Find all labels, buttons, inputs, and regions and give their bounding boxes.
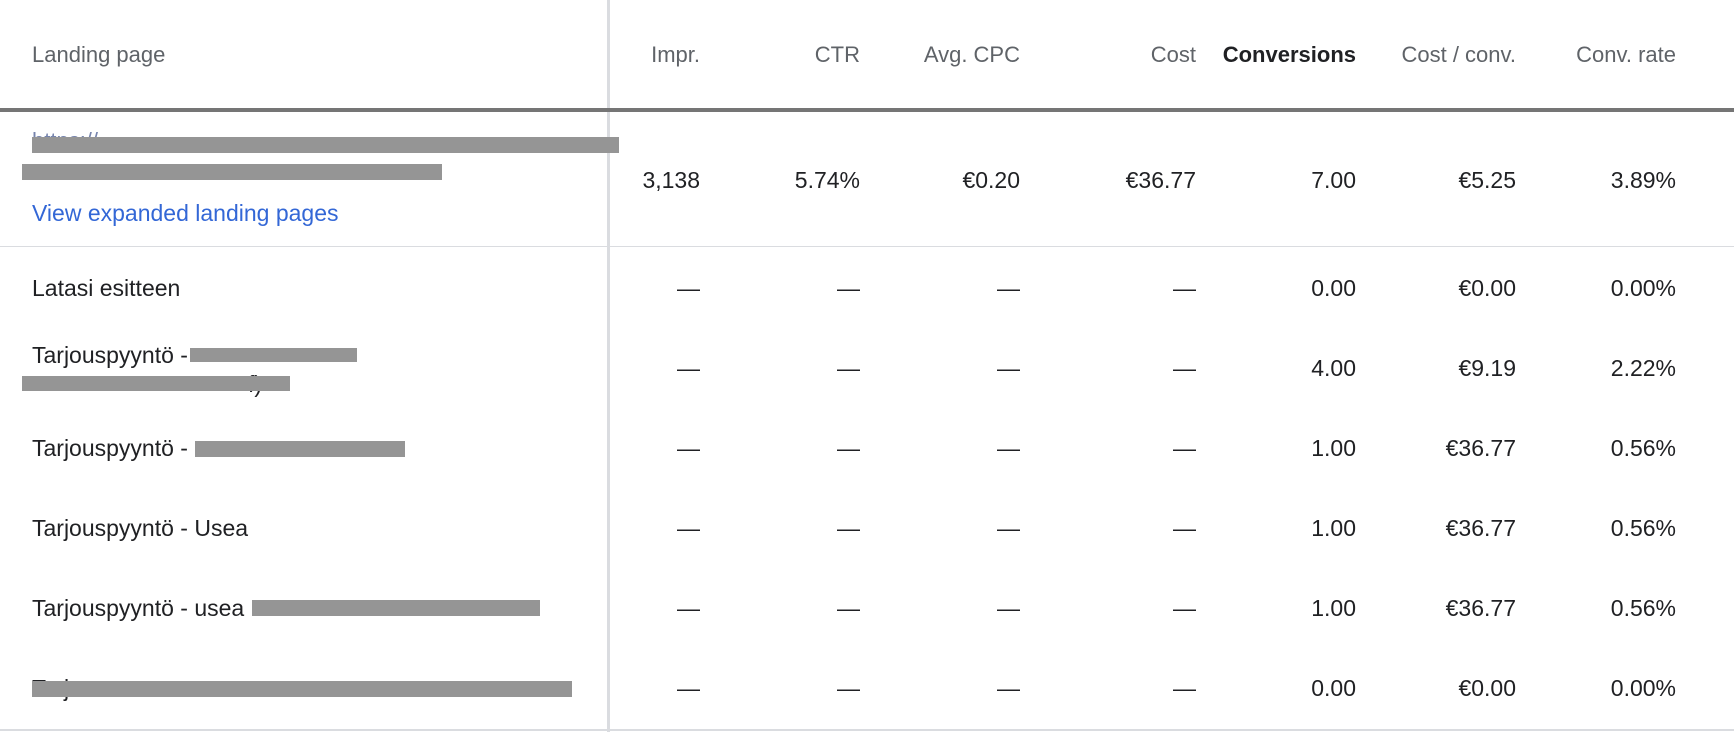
cell-cost-per-conv: €0.00	[1458, 674, 1516, 701]
header-cost-per-conv[interactable]: Cost / conv.	[1401, 42, 1516, 67]
cell-cost: —	[1173, 434, 1196, 461]
header-impr[interactable]: Impr.	[651, 42, 700, 67]
cell-ctr: —	[837, 594, 860, 621]
view-expanded-landing-pages-link[interactable]: View expanded landing pages	[32, 200, 339, 226]
cell-impr: —	[677, 354, 700, 381]
header-divider	[0, 108, 1734, 112]
cell-impr: —	[677, 594, 700, 621]
cell-ctr: —	[837, 274, 860, 301]
cell-conversions: 1.00	[1311, 434, 1356, 461]
header-landing-page[interactable]: Landing page	[32, 42, 166, 67]
redaction-bar	[195, 441, 405, 457]
bottom-divider	[0, 729, 1734, 731]
cell-conv-rate: 3.89%	[1610, 166, 1676, 193]
cell-cost-per-conv: €36.77	[1445, 434, 1516, 461]
cell-avg-cpc: —	[997, 594, 1020, 621]
cell-avg-cpc: —	[997, 354, 1020, 381]
cell-avg-cpc: —	[997, 674, 1020, 701]
redaction-bar	[32, 681, 572, 697]
row-label: Tarjouspyyntö -	[32, 434, 188, 461]
cell-conversions: 4.00	[1311, 354, 1356, 381]
cell-avg-cpc: —	[997, 514, 1020, 541]
cell-cost: €36.77	[1125, 166, 1196, 193]
cell-cost-per-conv: €9.19	[1458, 354, 1516, 381]
cell-cost: —	[1173, 274, 1196, 301]
cell-conv-rate: 0.56%	[1610, 514, 1676, 541]
cell-avg-cpc: —	[997, 274, 1020, 301]
redaction-bar	[252, 600, 540, 616]
header-ctr[interactable]: CTR	[814, 42, 860, 67]
row-label: Tarjouspyyntö - Usea	[32, 514, 249, 541]
cell-ctr: 5.74%	[794, 166, 860, 193]
cell-impr: —	[677, 674, 700, 701]
cell-cost: —	[1173, 674, 1196, 701]
cell-conv-rate: 0.00%	[1610, 674, 1676, 701]
redaction-bar	[190, 348, 357, 362]
cell-cost: —	[1173, 354, 1196, 381]
cell-impr: —	[677, 514, 700, 541]
cell-conv-rate: 2.22%	[1610, 354, 1676, 381]
cell-impr: 3,138	[642, 166, 700, 193]
cell-cost-per-conv: €0.00	[1458, 274, 1516, 301]
header-conversions[interactable]: Conversions	[1222, 42, 1356, 67]
redaction-bar	[22, 164, 442, 180]
cell-conversions: 1.00	[1311, 594, 1356, 621]
redaction-bar	[32, 137, 619, 153]
cell-avg-cpc: €0.20	[962, 166, 1020, 193]
cell-impr: —	[677, 434, 700, 461]
cell-conv-rate: 0.56%	[1610, 434, 1676, 461]
header-avg-cpc[interactable]: Avg. CPC	[923, 42, 1020, 67]
cell-conv-rate: 0.56%	[1610, 594, 1676, 621]
header-conv-rate[interactable]: Conv. rate	[1576, 42, 1676, 67]
cell-ctr: —	[837, 674, 860, 701]
header-cost[interactable]: Cost	[1150, 42, 1196, 67]
cell-impr: —	[677, 274, 700, 301]
cell-conversions: 0.00	[1311, 674, 1356, 701]
cell-cost: —	[1173, 514, 1196, 541]
cell-cost-per-conv: €5.25	[1458, 166, 1516, 193]
cell-cost: —	[1173, 594, 1196, 621]
row-label: Tarjouspyyntö -	[32, 341, 188, 368]
cell-conv-rate: 0.00%	[1610, 274, 1676, 301]
cell-conversions: 0.00	[1311, 274, 1356, 301]
row-label: Latasi esitteen	[32, 274, 181, 301]
cell-cost-per-conv: €36.77	[1445, 594, 1516, 621]
cell-conversions: 7.00	[1311, 166, 1356, 193]
row-label: Tarjouspyyntö - usea	[32, 594, 245, 621]
cell-avg-cpc: —	[997, 434, 1020, 461]
cell-conversions: 1.00	[1311, 514, 1356, 541]
redaction-bar	[22, 376, 290, 391]
cell-cost-per-conv: €36.77	[1445, 514, 1516, 541]
cell-ctr: —	[837, 434, 860, 461]
cell-ctr: —	[837, 354, 860, 381]
cell-ctr: —	[837, 514, 860, 541]
row-divider	[0, 246, 1734, 247]
